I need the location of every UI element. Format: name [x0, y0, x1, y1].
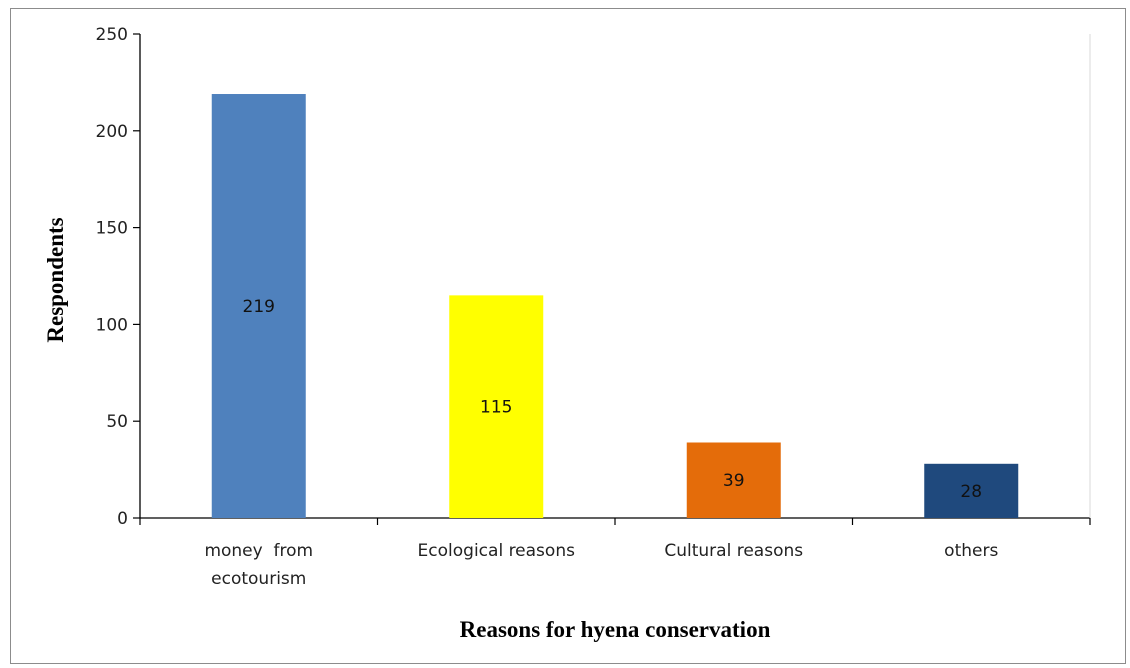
bar — [449, 295, 544, 518]
x-tick-label: Ecological reasons — [418, 541, 576, 561]
x-tick-label: money from — [204, 541, 313, 561]
bars — [211, 94, 1019, 519]
y-tick-label: 200 — [96, 122, 128, 142]
y-tick-label: 100 — [96, 315, 128, 335]
x-tick-label: others — [944, 541, 998, 561]
x-tick-label: ecotourism — [211, 569, 306, 589]
y-tick-label: 0 — [117, 509, 128, 529]
x-tick-label: Cultural reasons — [664, 541, 803, 561]
y-axis-title: Respondents — [43, 217, 68, 342]
y-tick-label: 50 — [106, 412, 128, 432]
data-label: 28 — [960, 482, 982, 502]
chart-frame — [10, 8, 1126, 664]
bar — [924, 463, 1019, 518]
y-tick-label: 250 — [96, 25, 128, 45]
bar — [686, 442, 781, 518]
data-label: 39 — [723, 471, 745, 491]
labels: 219 money from ecotourism 115 Ecological rea… — [204, 297, 998, 589]
bar — [211, 94, 306, 519]
data-label: 115 — [480, 398, 512, 418]
y-tick-label: 150 — [96, 219, 128, 239]
data-label: 219 — [243, 297, 275, 317]
x-axis-title: Reasons for hyena conservation — [460, 617, 771, 642]
